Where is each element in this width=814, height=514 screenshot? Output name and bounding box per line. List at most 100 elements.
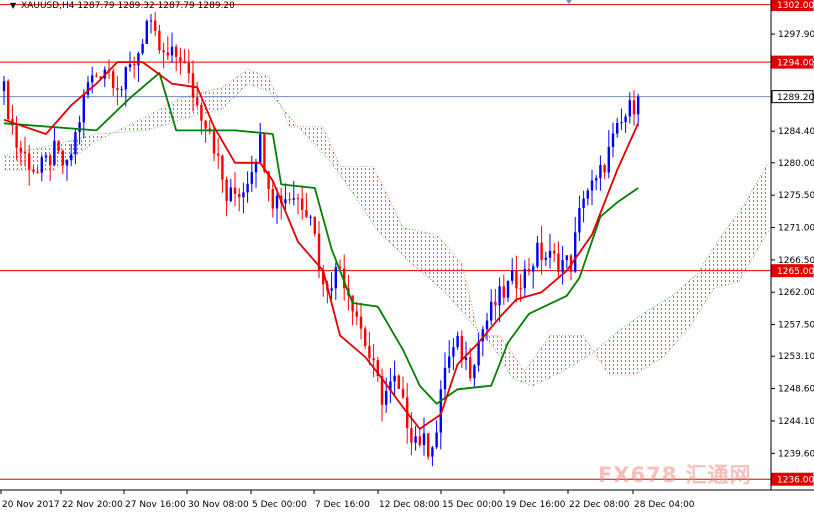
candle-body (632, 100, 636, 115)
candlesticks (2, 12, 640, 467)
candle-body (561, 260, 564, 272)
candle-body (532, 266, 535, 272)
candle-body (263, 134, 266, 172)
candle-body (82, 94, 85, 123)
candle-body (477, 341, 480, 366)
candle-body (519, 288, 522, 290)
level-price-label: 1302.00 (777, 1, 814, 11)
candle-body (611, 133, 615, 147)
candle-body (431, 447, 434, 457)
horizontal-levels (0, 4, 771, 480)
tenkan-sen-line (3, 61, 640, 430)
candle-body (40, 157, 43, 173)
candle-body (473, 365, 476, 379)
y-tick-label: 1266.50 (778, 256, 814, 266)
dropdown-arrow-icon[interactable]: ▼ (10, 1, 17, 10)
candle-body (494, 301, 497, 306)
candle-body (91, 75, 94, 83)
candle-body (65, 160, 69, 166)
senkou-span-b-line (4, 68, 769, 376)
candle-body (275, 195, 279, 209)
candle-body (343, 268, 346, 289)
candle-body (435, 432, 438, 448)
candle-body (250, 172, 253, 184)
candle-body (460, 335, 463, 361)
candle-body (296, 198, 300, 200)
candle-body (418, 436, 421, 446)
candle-body (616, 122, 619, 134)
candle-body (141, 43, 144, 54)
candle-body (368, 345, 371, 359)
candle-body (490, 301, 493, 321)
candle-body (544, 257, 547, 260)
current-price-label: 1289.20 (777, 93, 814, 103)
candle-body (439, 389, 442, 433)
candle-body (225, 179, 228, 201)
candle-body (624, 116, 627, 123)
candle-body (95, 75, 98, 77)
candle-body (15, 125, 18, 148)
level-price-label: 1236.00 (777, 476, 814, 486)
candle-body (301, 198, 304, 210)
candle-body (389, 381, 392, 392)
candle-body (53, 140, 56, 165)
candle-body (469, 357, 472, 379)
x-tick-label: 28 Dec 04:00 (634, 500, 695, 510)
candle-body (288, 199, 291, 201)
candle-body (183, 61, 186, 64)
candle-body (334, 267, 337, 289)
y-tick-label: 1248.60 (778, 385, 814, 395)
candle-body (481, 329, 484, 342)
candle-body (86, 82, 90, 95)
x-tick-label: 5 Dec 00:00 (252, 500, 307, 510)
symbol-label: XAUUSD,H4 (21, 1, 75, 11)
candle-body (229, 187, 232, 201)
candle-body (175, 46, 178, 57)
y-tick-label: 1275.50 (778, 191, 814, 201)
candle-body (133, 64, 136, 66)
x-tick-label: 22 Nov 20:00 (62, 500, 123, 510)
x-tick-label: 15 Dec 00:00 (442, 500, 503, 510)
level-price-label-box (771, 264, 814, 278)
candle-body (200, 104, 203, 121)
candle-body (271, 189, 274, 209)
candle-body (401, 388, 405, 398)
candle-body (540, 242, 543, 260)
x-tick-label: 7 Dec 16:00 (315, 500, 370, 510)
candle-body (506, 280, 510, 298)
candle-body (380, 376, 384, 405)
x-tick-label: 19 Dec 16:00 (505, 500, 566, 510)
y-tick-label: 1284.40 (778, 127, 814, 137)
candle-body (590, 180, 594, 191)
y-tick-label: 1280.00 (778, 159, 814, 169)
candle-body (448, 356, 451, 368)
candle-body (19, 147, 22, 152)
candle-body (44, 155, 48, 158)
candle-body (637, 96, 640, 115)
candle-body (485, 320, 489, 330)
candle-body (166, 52, 169, 56)
candle-body (70, 154, 73, 161)
candle-body (204, 120, 207, 129)
cloud-segment (592, 162, 769, 375)
current-price-label-box (771, 90, 814, 104)
scroll-marker-icon (566, 0, 572, 4)
candle-body (456, 335, 459, 348)
candle-body (443, 367, 447, 390)
candle-body (112, 71, 115, 89)
candle-body (292, 198, 295, 200)
candle-body (191, 73, 195, 98)
candle-body (364, 328, 367, 346)
ichimoku-cloud (3, 68, 769, 387)
candle-body (536, 242, 539, 267)
candle-body (464, 357, 468, 361)
candle-body (511, 270, 514, 281)
candle-body (259, 134, 262, 163)
kijun-sen-line (3, 72, 639, 405)
candle-body (313, 216, 316, 234)
candle-body (527, 268, 531, 272)
candle-body (242, 192, 245, 197)
level-price-label-box (771, 55, 814, 69)
cloud-segment (113, 69, 277, 133)
candle-body (498, 286, 501, 306)
